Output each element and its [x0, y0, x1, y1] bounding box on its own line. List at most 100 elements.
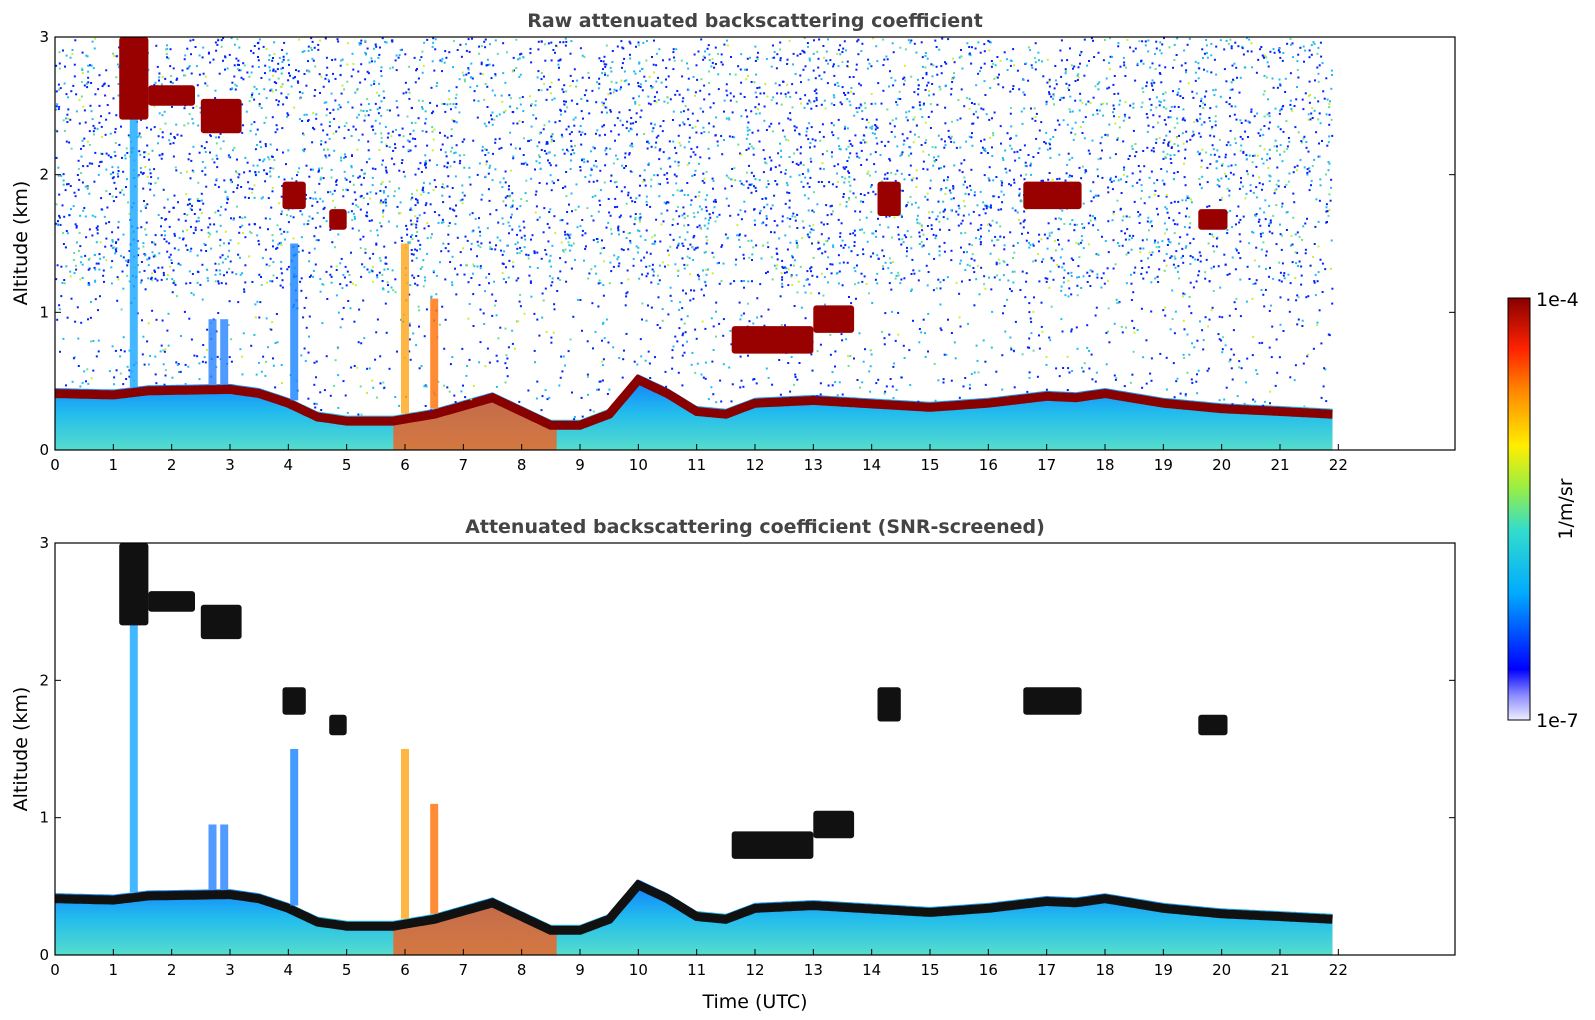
noise-pixel — [937, 155, 940, 158]
noise-pixel — [983, 283, 986, 286]
noise-pixel — [1318, 112, 1321, 115]
noise-pixel — [765, 129, 768, 131]
plot-area — [55, 37, 1334, 450]
noise-pixel — [829, 353, 832, 356]
noise-pixel — [959, 146, 962, 149]
noise-pixel — [1079, 126, 1082, 129]
noise-pixel — [58, 51, 61, 54]
noise-pixel — [1013, 181, 1016, 184]
noise-pixel — [620, 190, 623, 193]
noise-pixel — [222, 37, 225, 40]
noise-pixel — [771, 56, 774, 59]
noise-pixel — [763, 105, 766, 108]
noise-pixel — [258, 243, 261, 246]
noise-pixel — [557, 277, 560, 280]
noise-pixel — [566, 148, 568, 151]
noise-pixel — [794, 73, 797, 75]
noise-pixel — [368, 271, 371, 274]
noise-pixel — [319, 197, 322, 200]
noise-pixel — [455, 103, 458, 105]
noise-pixel — [1032, 310, 1035, 313]
noise-pixel — [992, 134, 995, 137]
noise-pixel — [829, 59, 832, 62]
noise-pixel — [882, 255, 885, 258]
noise-pixel — [692, 236, 695, 239]
noise-pixel — [1200, 97, 1203, 100]
noise-pixel — [84, 254, 87, 257]
noise-pixel — [788, 199, 791, 202]
noise-pixel — [1281, 160, 1284, 163]
noise-pixel — [449, 165, 452, 168]
noise-pixel — [410, 121, 413, 124]
noise-pixel — [75, 241, 78, 244]
noise-pixel — [1256, 373, 1259, 375]
noise-pixel — [117, 83, 120, 85]
noise-pixel — [343, 157, 345, 159]
noise-pixel — [461, 347, 464, 350]
noise-pixel — [895, 117, 898, 120]
noise-pixel — [342, 380, 345, 383]
noise-pixel — [151, 279, 153, 282]
noise-pixel — [105, 69, 108, 72]
noise-pixel — [997, 258, 1000, 261]
noise-pixel — [1311, 117, 1314, 119]
noise-pixel — [186, 47, 189, 50]
noise-pixel — [802, 68, 805, 71]
noise-pixel — [704, 284, 707, 287]
noise-pixel — [1132, 129, 1135, 132]
noise-pixel — [982, 108, 985, 111]
noise-pixel — [903, 83, 905, 86]
noise-pixel — [1038, 347, 1041, 350]
noise-pixel — [424, 204, 427, 207]
noise-pixel — [276, 68, 279, 71]
noise-pixel — [1153, 241, 1156, 244]
noise-pixel — [661, 261, 664, 264]
noise-pixel — [434, 185, 437, 188]
noise-pixel — [1328, 123, 1331, 126]
noise-pixel — [391, 39, 394, 42]
noise-pixel — [1258, 182, 1261, 185]
noise-pixel — [224, 258, 227, 260]
noise-pixel — [859, 386, 861, 389]
noise-pixel — [755, 190, 758, 193]
noise-pixel — [324, 37, 327, 40]
noise-pixel — [94, 280, 97, 283]
noise-pixel — [431, 149, 434, 152]
noise-pixel — [312, 59, 315, 62]
noise-pixel — [1109, 178, 1112, 181]
noise-pixel — [781, 278, 784, 281]
noise-pixel — [833, 96, 836, 99]
noise-pixel — [824, 107, 827, 110]
noise-pixel — [541, 316, 544, 319]
noise-pixel — [677, 244, 680, 247]
noise-pixel — [192, 122, 195, 125]
noise-pixel — [780, 272, 783, 274]
noise-pixel — [521, 96, 524, 98]
noise-pixel — [515, 38, 518, 41]
noise-pixel — [634, 120, 637, 123]
noise-pixel — [744, 210, 747, 213]
noise-pixel — [1278, 261, 1281, 264]
noise-pixel — [1163, 139, 1166, 142]
noise-pixel — [480, 198, 483, 201]
noise-pixel — [721, 63, 724, 66]
noise-pixel — [653, 234, 656, 237]
noise-pixel — [308, 315, 311, 318]
noise-pixel — [917, 93, 920, 96]
noise-pixel — [943, 146, 946, 149]
noise-pixel — [1221, 348, 1224, 351]
noise-pixel — [415, 344, 418, 347]
noise-pixel — [424, 405, 427, 407]
noise-pixel — [301, 213, 304, 216]
noise-pixel — [331, 193, 334, 196]
noise-pixel — [749, 56, 751, 59]
noise-pixel — [357, 413, 360, 416]
noise-pixel — [494, 299, 497, 302]
noise-pixel — [387, 195, 390, 198]
noise-pixel — [807, 170, 810, 173]
noise-pixel — [1096, 83, 1099, 86]
noise-pixel — [1321, 62, 1324, 64]
noise-pixel — [256, 234, 259, 237]
noise-pixel — [85, 54, 88, 57]
noise-pixel — [809, 157, 812, 160]
